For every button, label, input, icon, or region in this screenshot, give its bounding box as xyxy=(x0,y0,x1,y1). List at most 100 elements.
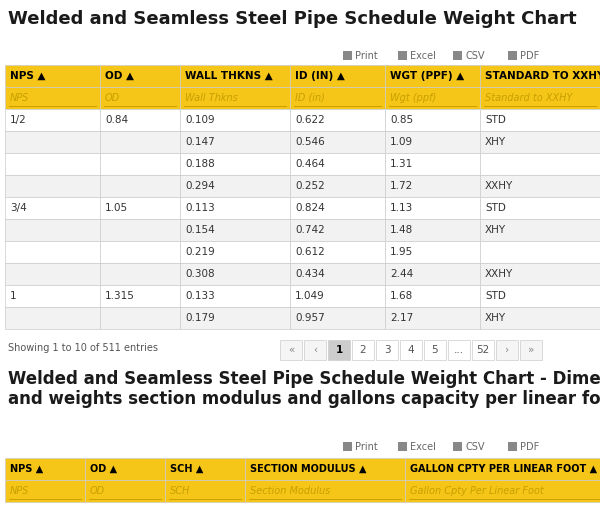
Text: »: » xyxy=(528,345,534,355)
Text: 0.109: 0.109 xyxy=(185,115,215,125)
Bar xyxy=(100,197,180,219)
Bar xyxy=(180,131,290,153)
Text: 1.95: 1.95 xyxy=(390,247,413,257)
Bar xyxy=(5,131,100,153)
Bar xyxy=(100,307,180,329)
Text: XHY: XHY xyxy=(485,313,506,323)
Text: 0.219: 0.219 xyxy=(185,247,215,257)
Bar xyxy=(352,340,374,360)
Bar xyxy=(180,263,290,285)
Bar xyxy=(480,241,600,263)
Bar xyxy=(5,263,100,285)
Text: CSV: CSV xyxy=(465,51,485,61)
Text: OD ▲: OD ▲ xyxy=(105,71,134,81)
Bar xyxy=(5,197,100,219)
Text: 0.294: 0.294 xyxy=(185,181,215,191)
Text: 0.464: 0.464 xyxy=(295,159,325,169)
Bar xyxy=(480,307,600,329)
Bar xyxy=(343,51,352,60)
Bar xyxy=(5,109,100,131)
Text: 1: 1 xyxy=(10,291,17,301)
Bar xyxy=(480,109,600,131)
Bar xyxy=(398,442,407,451)
Bar xyxy=(385,241,480,263)
Text: 0.957: 0.957 xyxy=(295,313,325,323)
Bar xyxy=(5,65,100,87)
Bar xyxy=(328,340,350,360)
Bar xyxy=(85,458,165,480)
Text: Excel: Excel xyxy=(410,51,436,61)
Bar xyxy=(180,153,290,175)
Text: CSV: CSV xyxy=(465,442,485,452)
Text: 0.546: 0.546 xyxy=(295,137,325,147)
Text: SECTION MODULUS ▲: SECTION MODULUS ▲ xyxy=(250,464,367,474)
Bar xyxy=(400,340,422,360)
Text: 1.13: 1.13 xyxy=(390,203,413,213)
Text: GALLON CPTY PER LINEAR FOOT ▲: GALLON CPTY PER LINEAR FOOT ▲ xyxy=(410,464,597,474)
Bar xyxy=(290,65,385,87)
Text: XHY: XHY xyxy=(485,137,506,147)
Bar xyxy=(100,175,180,197)
Text: OD ▲: OD ▲ xyxy=(90,464,117,474)
Text: WGT (PPF) ▲: WGT (PPF) ▲ xyxy=(390,71,464,81)
Text: 0.252: 0.252 xyxy=(295,181,325,191)
Bar xyxy=(5,241,100,263)
Text: 0.308: 0.308 xyxy=(185,269,215,279)
Bar xyxy=(385,197,480,219)
Bar xyxy=(480,197,600,219)
Text: XXHY: XXHY xyxy=(485,269,513,279)
Text: 1.049: 1.049 xyxy=(295,291,325,301)
Text: 2: 2 xyxy=(359,345,367,355)
Bar xyxy=(496,340,518,360)
Bar xyxy=(385,175,480,197)
Text: 4: 4 xyxy=(407,345,415,355)
Bar xyxy=(100,241,180,263)
Bar xyxy=(290,175,385,197)
Text: SCH ▲: SCH ▲ xyxy=(170,464,203,474)
Bar xyxy=(100,219,180,241)
Bar xyxy=(376,340,398,360)
Bar xyxy=(100,131,180,153)
Text: «: « xyxy=(288,345,294,355)
Text: 5: 5 xyxy=(431,345,439,355)
Text: 1.68: 1.68 xyxy=(390,291,413,301)
Bar xyxy=(85,480,165,502)
Text: 0.188: 0.188 xyxy=(185,159,215,169)
Text: SCH: SCH xyxy=(170,486,190,496)
Text: 52: 52 xyxy=(476,345,490,355)
Bar xyxy=(405,480,600,502)
Text: 0.434: 0.434 xyxy=(295,269,325,279)
Bar xyxy=(480,175,600,197)
Text: Wall Thkns: Wall Thkns xyxy=(185,93,238,103)
Text: 0.742: 0.742 xyxy=(295,225,325,235)
Text: 3/4: 3/4 xyxy=(10,203,27,213)
Bar xyxy=(290,87,385,109)
Text: and weights section modulus and gallons capacity per linear foot: and weights section modulus and gallons … xyxy=(8,390,600,408)
Text: STD: STD xyxy=(485,115,506,125)
Bar xyxy=(180,65,290,87)
Text: Print: Print xyxy=(355,442,378,452)
Bar xyxy=(398,51,407,60)
Text: Gallon Cpty Per Linear Foot: Gallon Cpty Per Linear Foot xyxy=(410,486,544,496)
Bar xyxy=(385,109,480,131)
Bar xyxy=(290,197,385,219)
Bar xyxy=(290,241,385,263)
Text: ‹: ‹ xyxy=(313,345,317,355)
Bar xyxy=(453,51,462,60)
Bar xyxy=(100,109,180,131)
Bar xyxy=(290,307,385,329)
Text: STD: STD xyxy=(485,203,506,213)
Text: NPS: NPS xyxy=(10,93,29,103)
Text: NPS ▲: NPS ▲ xyxy=(10,464,43,474)
Bar xyxy=(480,153,600,175)
Bar xyxy=(100,285,180,307)
Bar xyxy=(100,87,180,109)
Bar xyxy=(245,480,405,502)
Bar xyxy=(385,263,480,285)
Text: 0.147: 0.147 xyxy=(185,137,215,147)
Text: ID (IN) ▲: ID (IN) ▲ xyxy=(295,71,345,81)
Text: 0.179: 0.179 xyxy=(185,313,215,323)
Bar xyxy=(290,263,385,285)
Text: Showing 1 to 10 of 511 entries: Showing 1 to 10 of 511 entries xyxy=(8,343,158,353)
Bar xyxy=(508,442,517,451)
